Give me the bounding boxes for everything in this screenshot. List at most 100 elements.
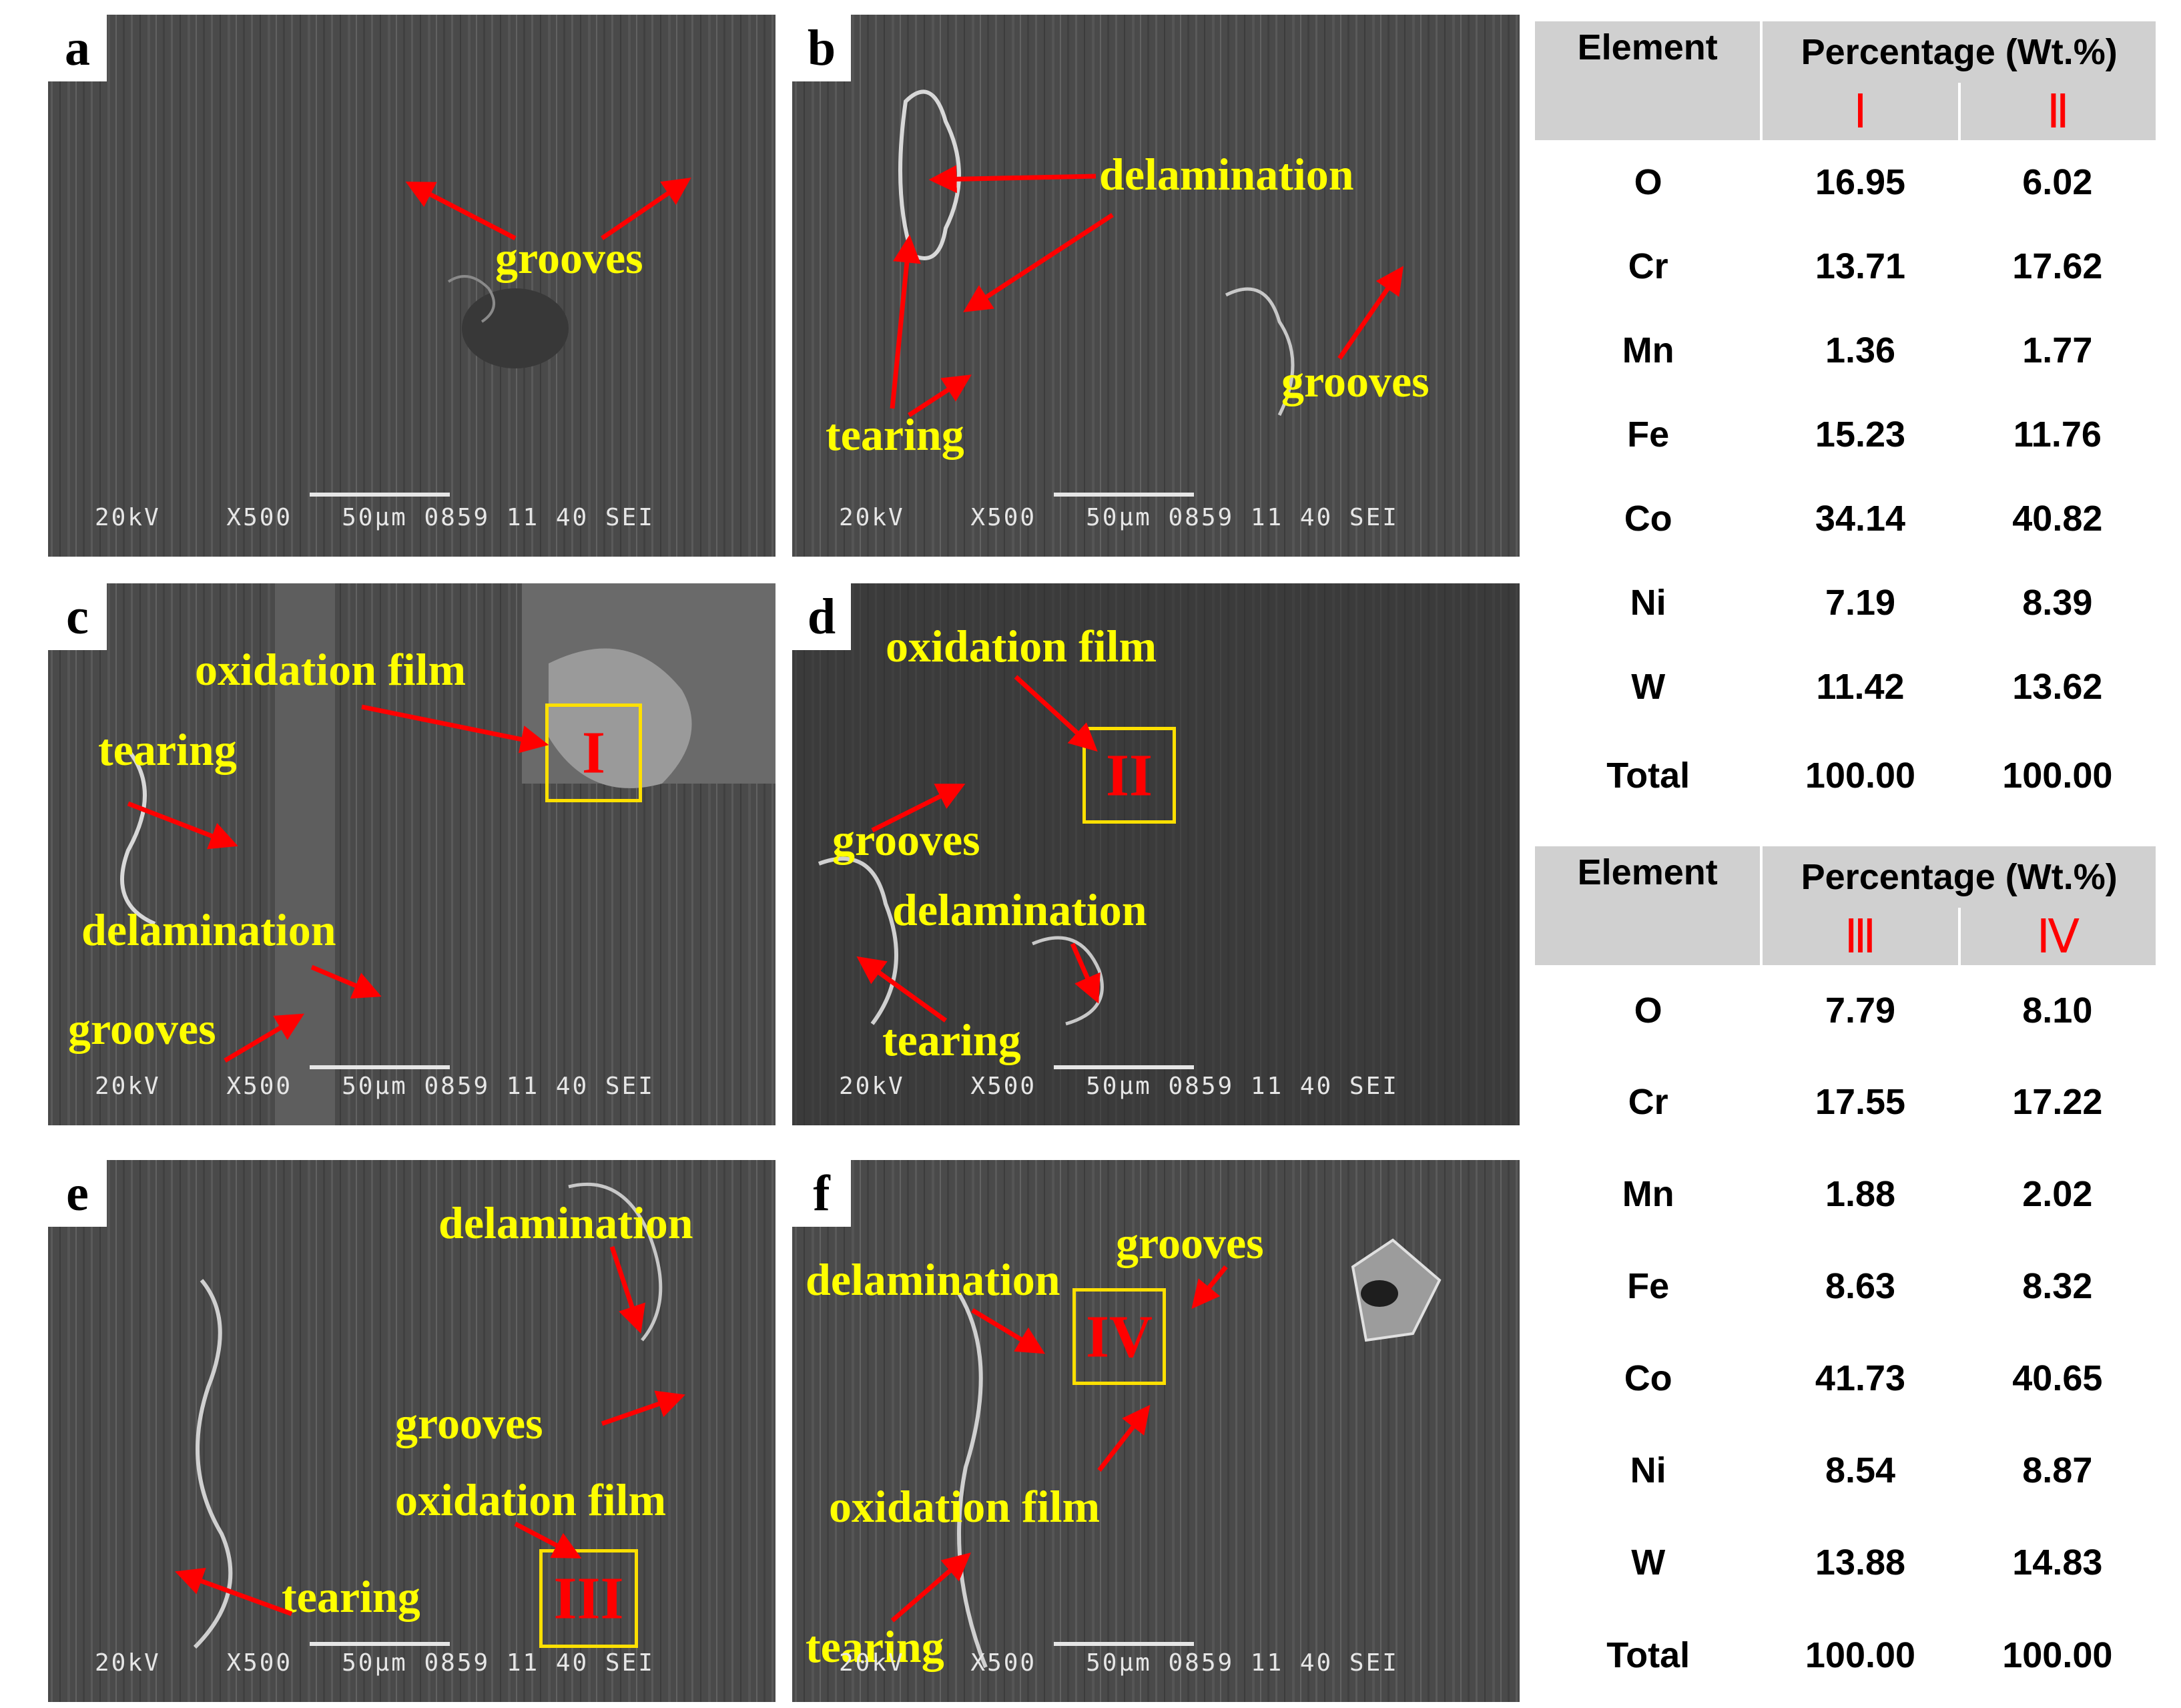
sem-panel-a: a grooves 20kV X500 50μm 0859 11 40 SEI <box>48 15 775 557</box>
value-cell: 100.00 <box>2002 1635 2113 1675</box>
panel-label: a <box>48 15 107 81</box>
element-cell: Ni <box>1630 583 1666 623</box>
sem-panel-e: e III delamination grooves oxidation fil… <box>48 1160 775 1702</box>
region-label: II <box>1105 742 1153 808</box>
table-row: W 13.88 14.83 <box>1535 1516 2156 1609</box>
column-header: Ⅲ <box>1760 908 1959 965</box>
eds-table-2: Element Percentage (Wt.%) Ⅲ Ⅳ O 7.79 8.10 … <box>1535 846 2156 1702</box>
value-cell: 6.02 <box>2022 162 2093 202</box>
value-cell: 100.00 <box>1805 1635 1916 1675</box>
value-cell: 40.65 <box>2012 1358 2103 1398</box>
table-row-total: Total 100.00 100.00 <box>1535 1609 2156 1702</box>
value-cell: 14.83 <box>2012 1542 2103 1583</box>
element-cell: Fe <box>1627 1266 1670 1306</box>
annotation-grooves: grooves <box>1116 1217 1264 1268</box>
value-cell: 17.55 <box>1815 1082 1906 1122</box>
sem-image-d <box>792 583 1520 1125</box>
value-cell: 17.62 <box>2012 246 2103 286</box>
column-header: Ⅳ <box>1957 908 2156 965</box>
value-cell: 13.71 <box>1815 246 1906 286</box>
value-cell: 100.00 <box>2002 756 2113 796</box>
region-box: IV <box>1072 1288 1166 1385</box>
element-cell: O <box>1634 990 1662 1031</box>
panel-label: f <box>792 1160 851 1227</box>
element-cell: Ni <box>1630 1450 1666 1490</box>
element-cell: Co <box>1624 1358 1672 1398</box>
table-row: Co 41.73 40.65 <box>1535 1332 2156 1424</box>
annotation-grooves: grooves <box>68 1003 216 1054</box>
panel-label: e <box>48 1160 107 1227</box>
region-label: IV <box>1085 1304 1153 1370</box>
value-cell: 7.79 <box>1825 990 1896 1031</box>
table-row: Cr 13.71 17.62 <box>1535 224 2156 308</box>
value-cell: 8.63 <box>1825 1266 1896 1306</box>
table-row: Mn 1.88 2.02 <box>1535 1148 2156 1240</box>
value-cell: 7.19 <box>1825 583 1896 623</box>
scale-bar <box>1054 493 1194 497</box>
value-cell: 16.95 <box>1815 162 1906 202</box>
sem-panel-b: b delamination grooves tearing 20kV X500… <box>792 15 1520 557</box>
annotation-oxidation-film: oxidation film <box>195 644 466 695</box>
sem-footer: 20kV X500 50μm 0859 11 40 SEI <box>95 504 655 531</box>
element-cell: Cr <box>1628 246 1668 286</box>
scale-bar <box>1054 1065 1194 1069</box>
sem-footer: 20kV X500 50μm 0859 11 40 SEI <box>839 504 1399 531</box>
header-element: Element <box>1535 846 1762 965</box>
header-element: Element <box>1535 21 1762 140</box>
table-row-total: Total 100.00 100.00 <box>1535 729 2156 822</box>
value-cell: 11.76 <box>2013 414 2102 455</box>
table-row: Ni 7.19 8.39 <box>1535 561 2156 645</box>
sem-image-b <box>792 15 1520 557</box>
table-row: Ni 8.54 8.87 <box>1535 1424 2156 1516</box>
annotation-tearing: tearing <box>806 1621 944 1672</box>
element-cell: W <box>1631 1542 1666 1583</box>
column-header: Ⅰ <box>1760 83 1959 140</box>
annotation-delamination: delamination <box>806 1254 1060 1305</box>
region-box: III <box>539 1549 638 1648</box>
element-cell: Total <box>1606 1635 1690 1675</box>
header-percentage: Percentage (Wt.%) <box>1760 846 2156 908</box>
table-row: Fe 8.63 8.32 <box>1535 1240 2156 1332</box>
value-cell: 100.00 <box>1805 756 1916 796</box>
scale-bar <box>1054 1642 1194 1646</box>
value-cell: 13.88 <box>1815 1542 1906 1583</box>
annotation-oxidation-film: oxidation film <box>829 1481 1101 1532</box>
annotation-grooves: grooves <box>832 814 980 865</box>
element-cell: Mn <box>1622 1174 1674 1214</box>
sem-panel-c: c I oxidation film tearing delamination … <box>48 583 775 1125</box>
annotation-tearing: tearing <box>282 1571 420 1622</box>
scale-bar <box>310 1065 450 1069</box>
sem-footer: 20kV X500 50μm 0859 11 40 SEI <box>95 1073 655 1100</box>
value-cell: 8.39 <box>2022 583 2093 623</box>
table-row: O 16.95 6.02 <box>1535 140 2156 224</box>
table-row: Co 34.14 40.82 <box>1535 477 2156 561</box>
annotation-tearing: tearing <box>882 1015 1021 1065</box>
annotation-grooves: grooves <box>495 232 643 283</box>
panel-label: c <box>48 583 107 650</box>
table-row: W 11.42 13.62 <box>1535 645 2156 729</box>
element-cell: Total <box>1606 756 1690 796</box>
element-cell: Cr <box>1628 1082 1668 1122</box>
scale-bar <box>310 1642 450 1646</box>
value-cell: 15.23 <box>1815 414 1906 455</box>
annotation-delamination: delamination <box>892 884 1147 935</box>
value-cell: 17.22 <box>2012 1082 2103 1122</box>
scale-bar <box>310 493 450 497</box>
value-cell: 1.88 <box>1825 1174 1896 1214</box>
value-cell: 8.54 <box>1825 1450 1896 1490</box>
annotation-oxidation-film: oxidation film <box>395 1474 667 1525</box>
sem-panel-f: f IV grooves delamination oxidation film… <box>792 1160 1520 1702</box>
sem-image-e <box>48 1160 775 1702</box>
value-cell: 1.36 <box>1825 330 1896 370</box>
sem-footer: 20kV X500 50μm 0859 11 40 SEI <box>95 1649 655 1677</box>
table-row: Mn 1.36 1.77 <box>1535 308 2156 392</box>
annotation-delamination: delamination <box>438 1197 693 1248</box>
region-label: I <box>581 720 606 786</box>
annotation-grooves: grooves <box>1281 356 1430 406</box>
value-cell: 34.14 <box>1815 499 1906 539</box>
value-cell: 11.42 <box>1816 667 1905 707</box>
region-box: II <box>1082 727 1176 824</box>
header-percentage: Percentage (Wt.%) <box>1760 21 2156 83</box>
value-cell: 8.32 <box>2022 1266 2093 1306</box>
eds-table-1: Element Percentage (Wt.%) Ⅰ Ⅱ O 16.95 6.02… <box>1535 21 2156 822</box>
